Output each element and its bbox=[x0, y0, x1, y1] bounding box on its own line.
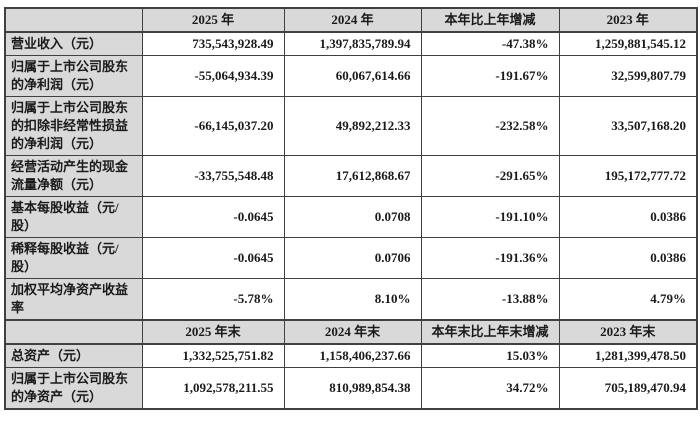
row-label: 归属于上市公司股东的净资产（元） bbox=[4, 367, 143, 410]
value-change: 15.03% bbox=[420, 343, 560, 368]
value-2025: 1,092,578,211.55 bbox=[141, 367, 285, 410]
value-2024: 60,067,614.66 bbox=[283, 55, 422, 97]
period-end-header-row: 2025 年末 2024 年末 本年末比上年末增减 2023 年末 bbox=[4, 319, 698, 345]
value-change: -191.67% bbox=[420, 55, 560, 97]
row-label: 经营活动产生的现金流量净额（元） bbox=[4, 155, 143, 197]
blank-header-cell bbox=[4, 7, 143, 33]
value-2023: 0.0386 bbox=[558, 196, 698, 238]
value-2024: 17,612,868.67 bbox=[283, 155, 422, 197]
value-2024: 810,989,854.38 bbox=[283, 367, 422, 410]
value-2023: 1,281,399,478.50 bbox=[558, 343, 698, 368]
header-2025: 2025 年 bbox=[141, 7, 285, 33]
header-2023: 2023 年 bbox=[558, 7, 698, 33]
value-2023: 1,259,881,545.12 bbox=[558, 31, 698, 56]
row-label: 总资产（元） bbox=[4, 343, 143, 368]
row-label: 营业收入（元） bbox=[4, 31, 143, 56]
value-2025: -0.0645 bbox=[141, 196, 285, 238]
blank-header-cell bbox=[4, 319, 143, 345]
table-row-diluted-eps: 稀释每股收益（元/股） -0.0645 0.0706 -191.36% 0.03… bbox=[4, 237, 698, 279]
value-change: 34.72% bbox=[420, 367, 560, 410]
row-label: 稀释每股收益（元/股） bbox=[4, 237, 143, 279]
value-2024: 0.0708 bbox=[283, 196, 422, 238]
value-change: -47.38% bbox=[420, 31, 560, 56]
value-2023: 195,172,777.72 bbox=[558, 155, 698, 197]
value-change: -191.10% bbox=[420, 196, 560, 238]
header-yoy-change: 本年比上年增减 bbox=[420, 7, 560, 33]
row-label: 归属于上市公司股东的扣除非经常性损益的净利润（元） bbox=[4, 96, 143, 156]
value-2025: -66,145,037.20 bbox=[141, 96, 285, 156]
value-2024: 8.10% bbox=[283, 278, 422, 321]
row-label: 加权平均净资产收益率 bbox=[4, 278, 143, 321]
value-2025: -55,064,934.39 bbox=[141, 55, 285, 97]
value-2025: 735,543,928.49 bbox=[141, 31, 285, 56]
value-2023: 0.0386 bbox=[558, 237, 698, 279]
table-row-weighted-roe: 加权平均净资产收益率 -5.78% 8.10% -13.88% 4.79% bbox=[4, 278, 698, 321]
value-2024: 1,158,406,237.66 bbox=[283, 343, 422, 368]
period-header-row: 2025 年 2024 年 本年比上年增减 2023 年 bbox=[4, 7, 698, 33]
value-2025: -0.0645 bbox=[141, 237, 285, 279]
value-2024: 49,892,212.33 bbox=[283, 96, 422, 156]
value-2025: -33,755,548.48 bbox=[141, 155, 285, 197]
table-row-total-assets: 总资产（元） 1,332,525,751.82 1,158,406,237.66… bbox=[4, 343, 698, 368]
value-2025: -5.78% bbox=[141, 278, 285, 321]
value-2023: 705,189,470.94 bbox=[558, 367, 698, 410]
value-change: -13.88% bbox=[420, 278, 560, 321]
value-2023: 4.79% bbox=[558, 278, 698, 321]
table-row-net-profit-excl-nonrecurring: 归属于上市公司股东的扣除非经常性损益的净利润（元） -66,145,037.20… bbox=[4, 96, 698, 156]
header-2024: 2024 年 bbox=[283, 7, 422, 33]
value-2025: 1,332,525,751.82 bbox=[141, 343, 285, 368]
financial-summary-table: 2025 年 2024 年 本年比上年增减 2023 年 营业收入（元） 735… bbox=[4, 7, 698, 410]
table-row-net-profit: 归属于上市公司股东的净利润（元） -55,064,934.39 60,067,6… bbox=[4, 55, 698, 97]
table-row-basic-eps: 基本每股收益（元/股） -0.0645 0.0708 -191.10% 0.03… bbox=[4, 196, 698, 238]
row-label: 归属于上市公司股东的净利润（元） bbox=[4, 55, 143, 97]
value-2024: 0.0706 bbox=[283, 237, 422, 279]
row-label: 基本每股收益（元/股） bbox=[4, 196, 143, 238]
value-2023: 33,507,168.20 bbox=[558, 96, 698, 156]
value-change: -191.36% bbox=[420, 237, 560, 279]
value-change: -291.65% bbox=[420, 155, 560, 197]
table-row-revenue: 营业收入（元） 735,543,928.49 1,397,835,789.94 … bbox=[4, 31, 698, 56]
header-2025-end: 2025 年末 bbox=[141, 319, 285, 345]
header-yoy-end-change: 本年末比上年末增减 bbox=[420, 319, 560, 345]
value-2024: 1,397,835,789.94 bbox=[283, 31, 422, 56]
value-change: -232.58% bbox=[420, 96, 560, 156]
header-2023-end: 2023 年末 bbox=[558, 319, 698, 345]
header-2024-end: 2024 年末 bbox=[283, 319, 422, 345]
table-row-net-assets: 归属于上市公司股东的净资产（元） 1,092,578,211.55 810,98… bbox=[4, 367, 698, 410]
value-2023: 32,599,807.79 bbox=[558, 55, 698, 97]
table-row-operating-cash-flow: 经营活动产生的现金流量净额（元） -33,755,548.48 17,612,8… bbox=[4, 155, 698, 197]
